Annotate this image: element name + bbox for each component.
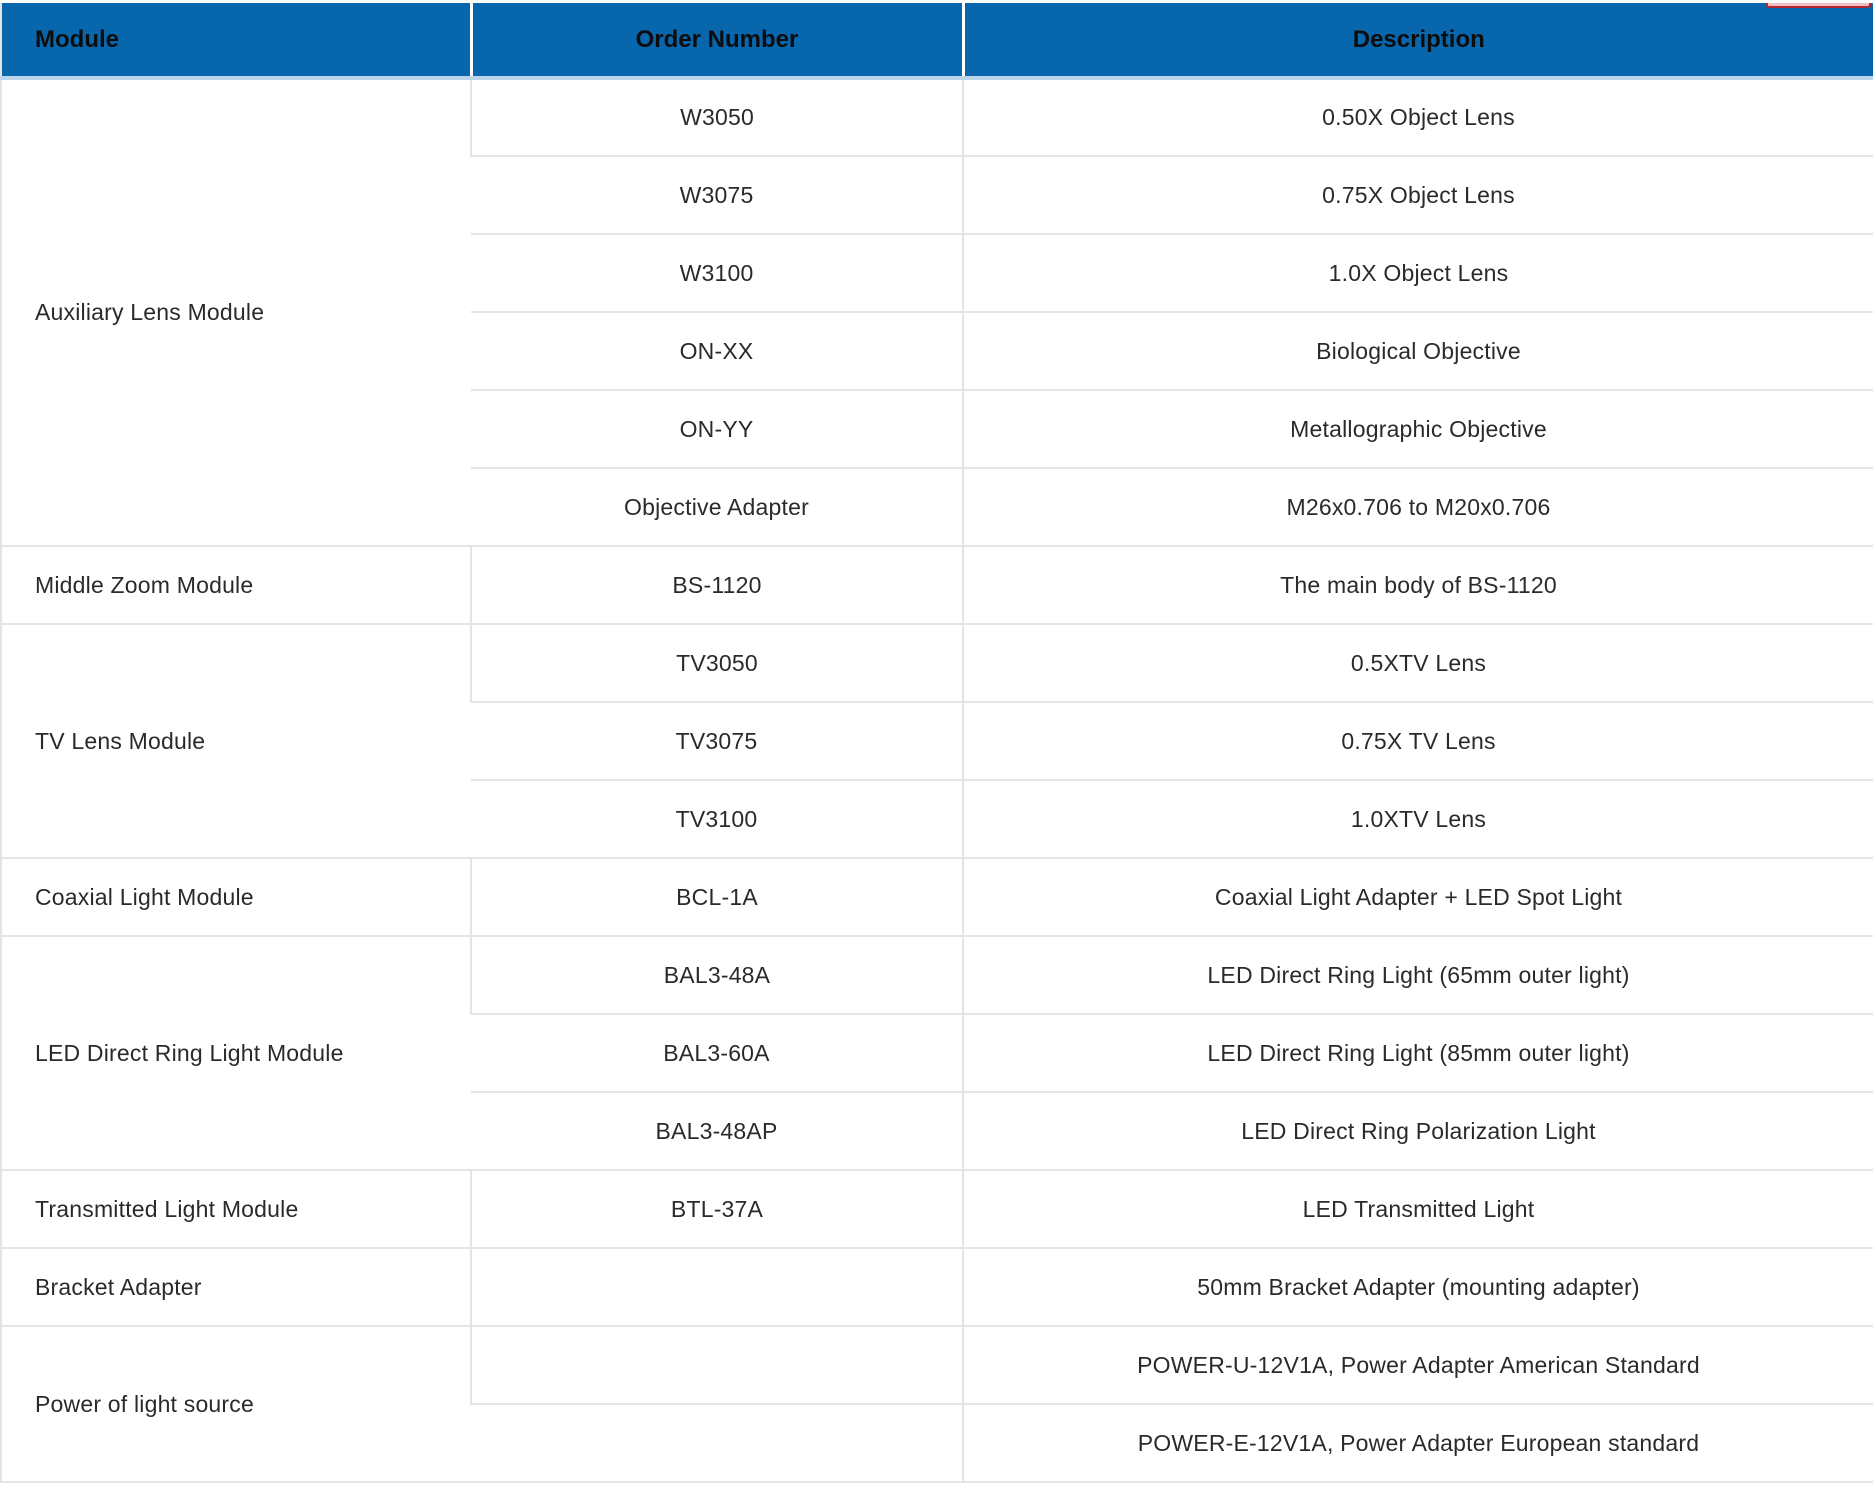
order-number-cell: BAL3-48AP [471,1091,963,1170]
description-cell: 0.5XTV Lens [962,623,1873,702]
description-cell: 0.50X Object Lens [962,77,1873,156]
table-row: W3100 1.0X Object Lens [1,233,1873,312]
table-row: BAL3-48AP LED Direct Ring Polarization Li… [1,1091,1873,1170]
description-cell: Biological Objective [962,311,1873,390]
table-row: Bracket Adapter 50mm Bracket Adapter (mou… [1,1247,1873,1326]
table-row: POWER-E-12V1A, Power Adapter European st… [1,1403,1873,1482]
module-cell: TV Lens Module [1,623,471,858]
description-cell: LED Direct Ring Polarization Light [962,1091,1873,1170]
table-row: TV3075 0.75X TV Lens [1,701,1873,780]
order-number-cell: BCL-1A [470,857,963,936]
description-cell: 0.75X Object Lens [962,155,1873,234]
description-cell: M26x0.706 to M20x0.706 [962,467,1873,546]
description-cell: LED Direct Ring Light (85mm outer light) [962,1013,1873,1092]
order-number-cell: W3050 [470,77,963,156]
module-cell: Power of light source [1,1325,471,1482]
order-number-cell [470,1325,963,1404]
order-number-cell: W3075 [471,155,963,234]
table-row: Transmitted Light Module BTL-37A LED Trans… [1,1169,1873,1248]
order-number-cell: BAL3-60A [471,1013,963,1092]
header-module: Module [1,3,471,80]
table-row: LED Direct Ring Light Module BAL3-48A LED … [1,935,1873,1170]
order-number-cell: BS-1120 [470,545,963,624]
description-cell: Metallographic Objective [962,389,1873,468]
table-row: BAL3-60A LED Direct Ring Light (85mm oute… [1,1013,1873,1092]
order-number-cell: TV3075 [471,701,963,780]
header-description: Description [961,3,1873,80]
module-cell: Transmitted Light Module [1,1169,471,1248]
description-cell: LED Direct Ring Light (65mm outer light) [962,935,1873,1014]
table-row: ON-XX Biological Objective [1,311,1873,390]
table-row: Auxiliary Lens Module W3050 0.50X Object L… [1,77,1873,546]
order-number-cell: BAL3-48A [470,935,963,1014]
description-cell: 50mm Bracket Adapter (mounting adapter) [962,1247,1873,1326]
table-row: W3075 0.75X Object Lens [1,155,1873,234]
order-number-cell: BTL-37A [470,1169,963,1248]
table-row: TV3100 1.0XTV Lens [1,779,1873,858]
description-cell: 1.0XTV Lens [962,779,1873,858]
module-cell: Auxiliary Lens Module [1,77,471,546]
order-number-cell [470,1247,963,1326]
description-cell: LED Transmitted Light [962,1169,1873,1248]
table-row: Objective Adapter M26x0.706 to M20x0.706 [1,467,1873,546]
header-order-number: Order Number [469,3,963,80]
order-number-cell [471,1403,963,1482]
description-cell: POWER-E-12V1A, Power Adapter European st… [962,1403,1873,1482]
table-row: TV Lens Module TV3050 0.5XTV Lens [1,623,1873,858]
table-header-row: Module Order Number Description [1,3,1873,80]
description-cell: The main body of BS-1120 [962,545,1873,624]
description-cell: 0.75X TV Lens [962,701,1873,780]
order-number-cell: ON-XX [471,311,963,390]
description-cell: 1.0X Object Lens [962,233,1873,312]
order-number-cell: TV3100 [471,779,963,858]
description-cell: Coaxial Light Adapter + LED Spot Light [962,857,1873,936]
table-row: ON-YY Metallographic Objective [1,389,1873,468]
order-number-cell: ON-YY [471,389,963,468]
order-number-cell: TV3050 [470,623,963,702]
module-cell: Middle Zoom Module [1,545,471,624]
table-row: Coaxial Light Module BCL-1A Coaxial Light … [1,857,1873,936]
table-row: Middle Zoom Module BS-1120 The main body o… [1,545,1873,624]
description-cell: POWER-U-12V1A, Power Adapter American St… [962,1325,1873,1404]
module-cell: Bracket Adapter [1,1247,471,1326]
module-cell: Coaxial Light Module [1,857,471,936]
table-row: Power of light source POWER-U-12V1A, Powe… [1,1325,1873,1482]
partial-highlight-strip [1766,3,1871,8]
module-cell: LED Direct Ring Light Module [1,935,471,1170]
order-number-cell: Objective Adapter [471,467,963,546]
order-number-cell: W3100 [471,233,963,312]
modules-order-table: Module Order Number Description Auxiliar… [0,3,1873,1483]
